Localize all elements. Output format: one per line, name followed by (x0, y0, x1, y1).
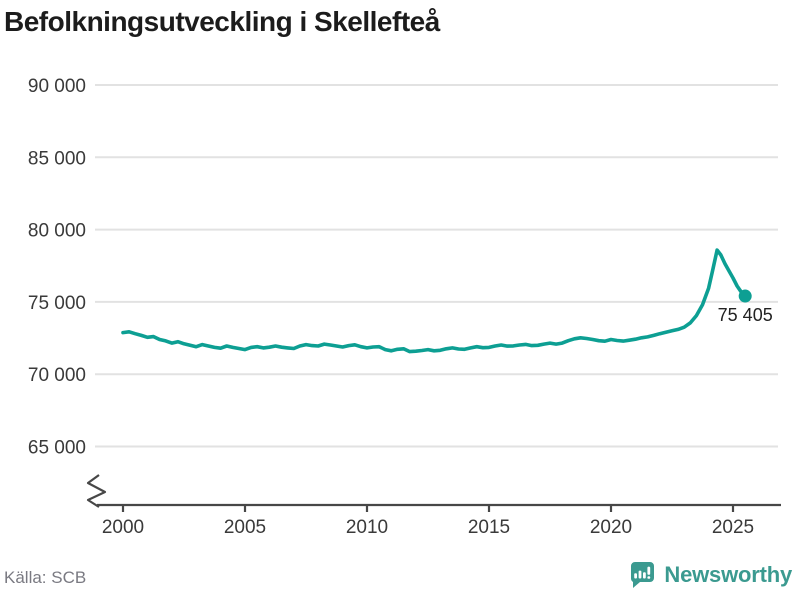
y-axis-tick-label: 65 000 (28, 438, 86, 459)
y-axis-tick-label: 80 000 (28, 221, 86, 242)
newsworthy-wordmark: Newsworthy (664, 562, 792, 587)
source-caption: Källa: SCB (4, 568, 87, 587)
population-line (121, 248, 748, 354)
x-axis-tick-label: 2005 (224, 517, 266, 538)
axis-break-icon (86, 474, 107, 508)
page-title: Befolkningsutveckling i Skellefteå (4, 6, 440, 37)
y-axis-tick-label: 90 000 (28, 76, 86, 97)
y-axis-tick-label: 75 000 (28, 293, 86, 314)
newsworthy-logo: Newsworthy (629, 561, 792, 589)
x-axis-tick-label: 2000 (102, 517, 144, 538)
y-axis-tick-label: 85 000 (28, 148, 86, 169)
latest-value-label: 75 405 (718, 305, 773, 325)
newsworthy-bars-icon (631, 562, 655, 588)
latest-point-marker (738, 289, 752, 303)
x-axis-tick-label: 2020 (590, 517, 632, 538)
x-axis-tick-label: 2015 (468, 517, 510, 538)
x-axis-tick-label: 2010 (346, 517, 388, 538)
x-axis-tick-label: 2025 (712, 517, 754, 538)
y-axis-tick-label: 70 000 (28, 365, 86, 386)
